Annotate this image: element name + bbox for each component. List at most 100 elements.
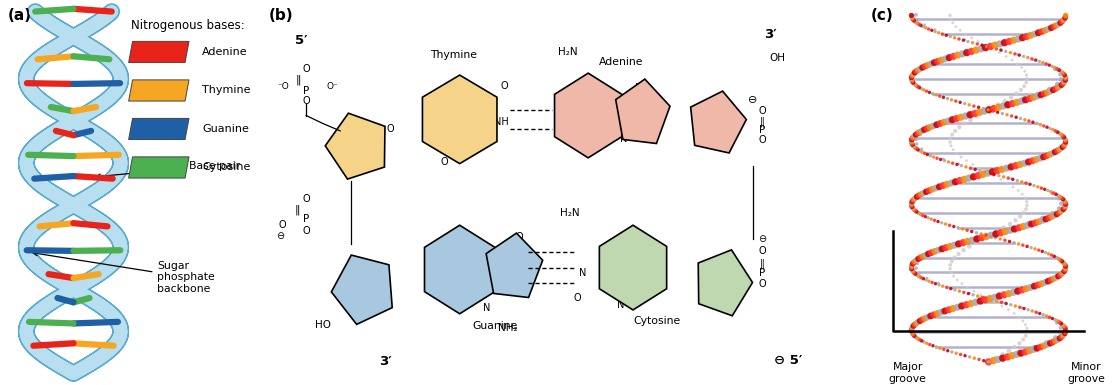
Point <box>974 105 992 112</box>
Point <box>925 123 943 129</box>
Point <box>915 127 933 133</box>
Text: Guanine: Guanine <box>202 124 249 134</box>
Point <box>1000 348 1018 354</box>
Text: H₂N: H₂N <box>558 47 577 57</box>
Point <box>904 78 922 84</box>
Point <box>1006 303 1024 309</box>
Point <box>986 355 1004 361</box>
Point <box>1018 329 1035 335</box>
Point <box>1051 194 1069 200</box>
Point <box>908 272 926 278</box>
Point <box>920 341 938 348</box>
Point <box>936 157 954 164</box>
Point <box>983 46 1001 52</box>
Text: Base pair: Base pair <box>96 161 240 179</box>
Point <box>924 90 942 97</box>
Point <box>1040 251 1058 257</box>
Point <box>1048 320 1066 326</box>
Point <box>971 109 989 116</box>
Text: (b): (b) <box>268 8 293 23</box>
Point <box>1030 247 1048 253</box>
Point <box>1000 175 1018 181</box>
Point <box>949 241 967 247</box>
Point <box>1032 92 1050 98</box>
Point <box>1015 305 1033 311</box>
Point <box>1054 270 1072 276</box>
Point <box>995 225 1013 231</box>
Point <box>918 340 936 346</box>
Point <box>1000 38 1018 45</box>
Point <box>944 20 962 26</box>
Point <box>956 100 974 107</box>
Point <box>963 35 981 41</box>
Point <box>917 25 935 31</box>
Point <box>1001 227 1019 233</box>
Point <box>920 187 938 194</box>
Point <box>1018 76 1035 82</box>
Point <box>976 42 994 48</box>
Point <box>990 104 1008 110</box>
Text: Cytosine: Cytosine <box>633 316 680 326</box>
Point <box>993 299 1011 305</box>
Point <box>1056 79 1073 85</box>
Point <box>915 190 933 196</box>
Point <box>989 228 1006 234</box>
Point <box>1002 302 1020 308</box>
Point <box>906 333 924 339</box>
Point <box>966 166 984 172</box>
Point <box>951 36 968 42</box>
Point <box>922 124 939 130</box>
Text: Sugar
phosphate
backbone: Sugar phosphate backbone <box>34 251 216 294</box>
Text: ‖: ‖ <box>296 74 302 85</box>
Text: N: N <box>636 83 642 93</box>
Point <box>928 122 946 128</box>
Text: O: O <box>303 226 309 236</box>
Point <box>930 93 948 99</box>
Text: 5′: 5′ <box>295 34 308 47</box>
Point <box>976 297 994 303</box>
Point <box>939 32 957 38</box>
Point <box>975 108 993 114</box>
Point <box>936 245 954 251</box>
Point <box>909 17 927 23</box>
Point <box>909 319 927 325</box>
Point <box>1057 263 1075 270</box>
Point <box>974 236 992 242</box>
Point <box>923 27 941 33</box>
Point <box>942 286 960 292</box>
Point <box>1054 134 1072 140</box>
Point <box>964 292 982 298</box>
Point <box>1056 267 1073 273</box>
Point <box>982 105 1000 112</box>
Point <box>1010 241 1028 247</box>
Point <box>980 359 997 365</box>
Point <box>926 248 944 254</box>
Point <box>927 92 945 98</box>
Text: O⁻: O⁻ <box>326 82 338 91</box>
Point <box>948 304 966 310</box>
Point <box>1042 189 1060 195</box>
Point <box>903 13 920 20</box>
Point <box>1013 35 1031 41</box>
Text: ⊖: ⊖ <box>758 234 766 244</box>
Point <box>1028 345 1046 352</box>
Text: O: O <box>500 81 508 91</box>
Point <box>963 49 981 55</box>
Point <box>917 88 935 94</box>
Point <box>928 310 946 316</box>
Point <box>1013 287 1031 293</box>
Point <box>903 200 920 206</box>
Point <box>907 132 925 138</box>
Point <box>944 117 962 123</box>
Point <box>909 256 927 262</box>
Point <box>904 72 922 78</box>
Point <box>968 113 986 119</box>
Text: Cytosine: Cytosine <box>202 162 250 172</box>
Point <box>1057 329 1075 335</box>
Point <box>1044 276 1062 282</box>
Text: ‖: ‖ <box>760 258 764 269</box>
Point <box>907 136 925 142</box>
Point <box>942 139 960 145</box>
Point <box>905 196 923 202</box>
Text: N: N <box>656 253 663 263</box>
